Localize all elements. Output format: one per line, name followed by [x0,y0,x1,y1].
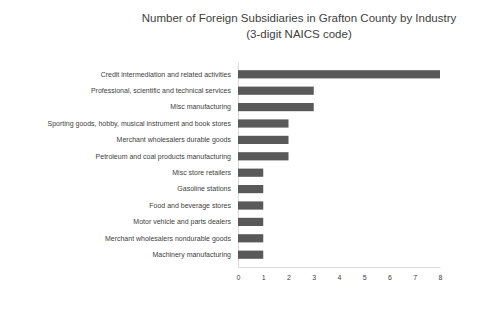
tick-label: Petroleum and coal products manufacturin… [96,153,232,161]
subtitle: (3-digit NAICS code) [246,28,352,40]
bar [238,201,263,209]
tick-label: Machinery manufacturing [152,251,231,259]
tick: Machinery manufacturing [152,251,238,259]
tick-label: Gasoline stations [177,185,231,192]
tick: 0 [237,267,241,281]
bar [238,152,289,160]
tick-label: 8 [439,274,443,281]
tick-label: 3 [312,274,316,281]
bar [238,218,263,226]
tick: 7 [413,267,417,281]
bar [238,119,289,127]
tick: 2 [287,267,291,281]
tick: 1 [262,267,266,281]
tick-label: 5 [363,274,367,281]
axis-line [239,267,441,268]
tick: 8 [439,267,443,281]
bar [238,87,314,95]
tick: Credit intermediation and related activi… [101,71,238,78]
tick: Merchant wholesalers durable goods [117,136,238,144]
plot: Credit intermediation and related activi… [47,63,442,281]
tick-label: Professional, scientific and technical s… [91,87,232,94]
tick-label: Merchant wholesalers durable goods [117,136,232,144]
tick: 4 [338,267,342,281]
value-axis: 0 1 2 3 4 5 6 7 8 [237,267,443,281]
tick: Sporting goods, hobby, musical instrumen… [47,120,238,128]
tick-label: Food and beverage stores [149,202,231,210]
bar [238,185,263,193]
tick-label: Credit intermediation and related activi… [101,71,232,78]
tick-label: Misc store retailers [172,169,231,176]
chart: Number of Foreign Subsidiaries in Grafto… [0,0,480,315]
tick: Food and beverage stores [149,202,238,210]
tick-label: Sporting goods, hobby, musical instrumen… [47,120,231,128]
tick: Petroleum and coal products manufacturin… [96,153,238,161]
tick-label: 1 [262,274,266,281]
tick-label: Motor vehicle and parts dealers [133,218,231,226]
tick-label: 4 [338,274,342,281]
bar [238,169,263,177]
tick-label: Merchant wholesalers nondurable goods [105,235,232,243]
tick: Professional, scientific and technical s… [91,87,238,94]
tick: 5 [363,267,367,281]
tick-label: 0 [237,274,241,281]
tick: Misc store retailers [172,169,238,176]
tick: Merchant wholesalers nondurable goods [105,235,238,243]
tick-label: 7 [413,274,417,281]
tick: Motor vehicle and parts dealers [133,218,238,226]
bar [238,103,314,111]
bar [238,136,289,144]
tick-label: 6 [388,274,392,281]
bar [238,234,263,242]
bars [238,70,440,259]
title: Number of Foreign Subsidiaries in Grafto… [142,12,457,24]
tick: Gasoline stations [177,185,238,192]
tick: 6 [388,267,392,281]
category-axis: Credit intermediation and related activi… [47,63,238,268]
tick-label: Misc manufacturing [170,103,231,111]
tick-label: 2 [287,274,291,281]
tick: Misc manufacturing [170,103,238,111]
bar [238,251,263,259]
bar [238,70,440,78]
tick: 3 [312,267,316,281]
